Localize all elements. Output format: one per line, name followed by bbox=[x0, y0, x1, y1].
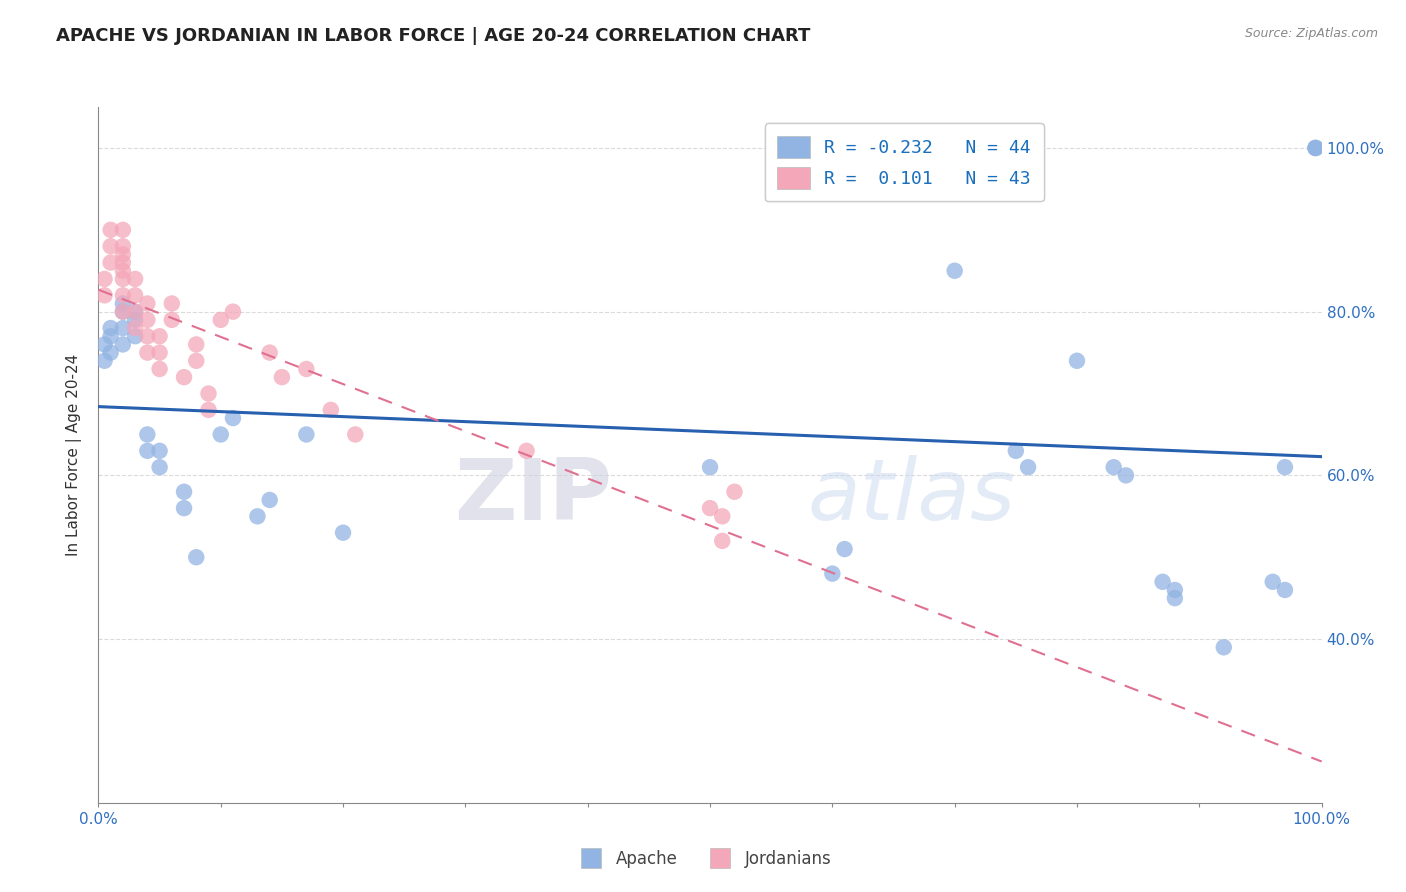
Point bbox=[1004, 443, 1026, 458]
Point bbox=[93, 353, 115, 368]
Point bbox=[93, 272, 115, 286]
Point bbox=[173, 484, 195, 499]
Point bbox=[93, 337, 115, 351]
Point bbox=[173, 501, 195, 516]
Point bbox=[209, 427, 232, 442]
Point bbox=[834, 542, 856, 557]
Point bbox=[1152, 574, 1174, 589]
Point bbox=[711, 509, 734, 524]
Point bbox=[136, 329, 159, 343]
Point bbox=[100, 239, 122, 253]
Text: APACHE VS JORDANIAN IN LABOR FORCE | AGE 20-24 CORRELATION CHART: APACHE VS JORDANIAN IN LABOR FORCE | AGE… bbox=[56, 27, 811, 45]
Point bbox=[124, 313, 146, 327]
Point bbox=[136, 313, 159, 327]
Point bbox=[124, 272, 146, 286]
Point bbox=[943, 264, 966, 278]
Point bbox=[319, 403, 342, 417]
Point bbox=[149, 345, 172, 359]
Y-axis label: In Labor Force | Age 20-24: In Labor Force | Age 20-24 bbox=[66, 354, 83, 556]
Point bbox=[259, 492, 281, 507]
Point bbox=[332, 525, 354, 540]
Point bbox=[222, 304, 245, 318]
Point bbox=[1102, 460, 1125, 475]
Point bbox=[295, 427, 318, 442]
Point bbox=[111, 288, 134, 302]
Text: Source: ZipAtlas.com: Source: ZipAtlas.com bbox=[1244, 27, 1378, 40]
Point bbox=[160, 313, 183, 327]
Point bbox=[124, 304, 146, 318]
Point bbox=[173, 370, 195, 384]
Point bbox=[1305, 141, 1327, 155]
Point bbox=[124, 329, 146, 343]
Point bbox=[100, 255, 122, 269]
Point bbox=[111, 247, 134, 261]
Point bbox=[1066, 353, 1088, 368]
Point bbox=[136, 427, 159, 442]
Point bbox=[259, 345, 281, 359]
Point bbox=[699, 501, 721, 516]
Point bbox=[100, 321, 122, 335]
Point bbox=[111, 264, 134, 278]
Point bbox=[124, 304, 146, 318]
Point bbox=[1305, 141, 1327, 155]
Point bbox=[111, 272, 134, 286]
Point bbox=[124, 321, 146, 335]
Point bbox=[1017, 460, 1039, 475]
Point bbox=[723, 484, 745, 499]
Point bbox=[111, 239, 134, 253]
Point bbox=[100, 223, 122, 237]
Point bbox=[186, 353, 208, 368]
Point bbox=[111, 337, 134, 351]
Legend: Apache, Jordanians: Apache, Jordanians bbox=[568, 844, 838, 875]
Point bbox=[111, 304, 134, 318]
Point bbox=[149, 362, 172, 376]
Point bbox=[197, 403, 219, 417]
Point bbox=[222, 411, 245, 425]
Point bbox=[100, 329, 122, 343]
Point bbox=[821, 566, 844, 581]
Point bbox=[100, 345, 122, 359]
Point bbox=[295, 362, 318, 376]
Point bbox=[111, 223, 134, 237]
Point bbox=[1305, 141, 1327, 155]
Point bbox=[111, 321, 134, 335]
Text: ZIP: ZIP bbox=[454, 455, 612, 538]
Point bbox=[111, 304, 134, 318]
Point bbox=[711, 533, 734, 548]
Point bbox=[160, 296, 183, 310]
Point bbox=[1164, 591, 1187, 606]
Point bbox=[1274, 582, 1296, 597]
Point bbox=[136, 296, 159, 310]
Point bbox=[699, 460, 721, 475]
Point bbox=[270, 370, 294, 384]
Point bbox=[197, 386, 219, 401]
Point bbox=[111, 296, 134, 310]
Point bbox=[1212, 640, 1234, 655]
Point bbox=[186, 550, 208, 565]
Point bbox=[246, 509, 269, 524]
Point bbox=[124, 288, 146, 302]
Point bbox=[186, 337, 208, 351]
Point bbox=[1261, 574, 1284, 589]
Point bbox=[1274, 460, 1296, 475]
Point bbox=[1164, 582, 1187, 597]
Point bbox=[136, 345, 159, 359]
Point bbox=[344, 427, 367, 442]
Point bbox=[1115, 468, 1137, 483]
Point bbox=[515, 443, 537, 458]
Legend: R = -0.232   N = 44, R =  0.101   N = 43: R = -0.232 N = 44, R = 0.101 N = 43 bbox=[765, 123, 1043, 202]
Point bbox=[209, 313, 232, 327]
Point bbox=[149, 443, 172, 458]
Point bbox=[111, 255, 134, 269]
Text: atlas: atlas bbox=[808, 455, 1017, 538]
Point bbox=[93, 288, 115, 302]
Point bbox=[136, 443, 159, 458]
Point bbox=[149, 329, 172, 343]
Point bbox=[149, 460, 172, 475]
